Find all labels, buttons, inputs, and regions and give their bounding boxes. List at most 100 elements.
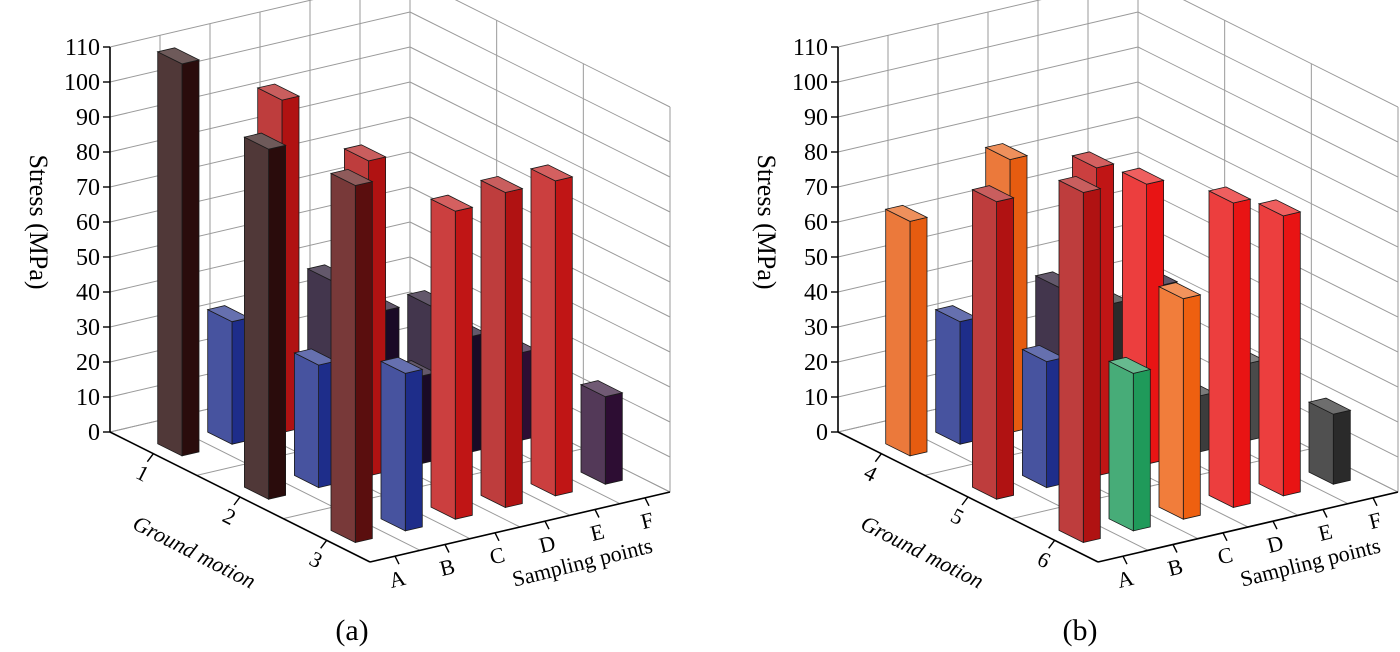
caption-a: (a): [335, 614, 368, 647]
y-tick-label: 100: [792, 70, 828, 96]
y-tick-label: 100: [64, 70, 100, 96]
bar-top-face: [1121, 167, 1165, 185]
motion-tick-mark: [1048, 539, 1056, 549]
bar-3-D: [479, 175, 524, 509]
bar-top-face: [1107, 356, 1152, 374]
y-tick-label: 40: [76, 280, 100, 306]
bar-front-face: [181, 59, 200, 457]
y-tick-label: 20: [76, 350, 100, 376]
bar-side-face: [1108, 360, 1134, 532]
bar-top-face: [1307, 397, 1352, 415]
point-tick-mark: [1272, 520, 1278, 530]
y-tick-label: 0: [816, 420, 828, 446]
bar-2-A: [243, 132, 287, 500]
y-tick-label: 60: [804, 210, 828, 236]
bar-front-face: [1332, 409, 1351, 485]
bar-5-A: [971, 185, 1015, 500]
y-tick-label: 50: [804, 245, 828, 271]
points-axis-label: Sampling points: [1237, 533, 1382, 592]
bar-6-E: [1257, 199, 1302, 497]
chart-panel-b: 0 10 20 30 40 50 60 70 80 90 100 110 Stress (MPa) 4 5 6…: [752, 0, 1399, 593]
motion-tick-mark: [874, 453, 882, 463]
bar-front-face: [404, 368, 423, 532]
point-tick-mark: [644, 497, 650, 507]
point-tick-mark: [394, 555, 400, 565]
y-tick-label: 40: [804, 280, 828, 306]
bar-4-B: [934, 305, 979, 445]
points-axis-line: [369, 491, 671, 563]
points-axis-label: Sampling points: [509, 533, 654, 592]
bar-side-face: [1058, 179, 1084, 544]
bar-side-face: [530, 168, 556, 497]
bar-front-face: [1082, 188, 1101, 544]
y-tick-label: 80: [804, 140, 828, 166]
bar-side-face: [480, 179, 506, 509]
point-tick-mark: [544, 520, 550, 530]
points-axis-line: [1097, 491, 1399, 563]
motion-tick-label: 3: [306, 546, 327, 573]
y-tick-label: 110: [65, 35, 100, 61]
point-tick-label: A: [1114, 565, 1136, 593]
motion-tick-label: 2: [219, 503, 240, 530]
point-tick-mark: [1122, 555, 1128, 565]
y-tick-label: 110: [793, 35, 828, 61]
point-tick-label: B: [437, 553, 457, 581]
motion-tick-mark: [233, 496, 241, 506]
bars: [156, 47, 624, 544]
bar-front-face: [554, 176, 573, 497]
point-tick-label: C: [487, 542, 507, 570]
bar-top-face: [479, 175, 524, 193]
bar-side-face: [207, 308, 233, 445]
bar-3-E: [529, 164, 574, 497]
bar-side-face: [972, 188, 997, 500]
y-tick-label: 90: [76, 105, 100, 131]
point-tick-mark: [1322, 509, 1328, 518]
bar-6-B: [1107, 356, 1152, 532]
y-tick-label: 60: [76, 210, 100, 236]
bar-1-B: [206, 305, 251, 445]
bar-front-face: [996, 197, 1014, 500]
bar-side-face: [380, 360, 406, 532]
bar-top-face: [156, 47, 201, 65]
motion-axis-label: Ground motion: [857, 510, 988, 593]
point-tick-label: C: [1215, 542, 1235, 570]
bar-top-face: [529, 164, 574, 182]
point-tick-mark: [444, 544, 450, 553]
point-tick-label: E: [1316, 518, 1335, 546]
bar-front-face: [1282, 211, 1301, 497]
point-tick-label: F: [638, 507, 656, 534]
bar-side-face: [935, 308, 961, 445]
motion-tick-mark: [961, 496, 969, 506]
point-tick-label: A: [386, 565, 408, 593]
motion-tick-label: 1: [132, 459, 153, 486]
point-tick-mark: [1222, 532, 1228, 542]
bar-top-face: [379, 356, 424, 374]
bar-side-face: [1258, 203, 1284, 497]
point-tick-mark: [1172, 544, 1178, 553]
bar-6-A: [1057, 175, 1102, 544]
bar-5-B: [1021, 344, 1065, 489]
y-tick-label: 0: [88, 420, 100, 446]
y-tick-label: 10: [804, 385, 828, 411]
bar-top-face: [329, 168, 374, 186]
bar-top-face: [256, 83, 301, 101]
bar-top-face: [243, 132, 287, 150]
bar-side-face: [330, 172, 356, 544]
bar-top-face: [1157, 282, 1202, 300]
bar-top-face: [579, 380, 624, 398]
point-tick-label: E: [588, 518, 607, 546]
bar-top-face: [1257, 199, 1302, 217]
bar-front-face: [604, 392, 623, 485]
bar-3-A: [329, 168, 374, 544]
motion-tick-label: 4: [860, 459, 881, 486]
y-tick-label: 30: [76, 315, 100, 341]
bar-3-B: [379, 356, 424, 532]
bar-side-face: [1308, 401, 1334, 485]
motion-tick-mark: [320, 539, 328, 549]
point-tick-label: D: [1264, 530, 1285, 558]
bar-side-face: [1022, 348, 1047, 489]
bar-front-face: [909, 216, 928, 457]
bar-front-face: [268, 144, 287, 500]
bars: [884, 143, 1352, 544]
